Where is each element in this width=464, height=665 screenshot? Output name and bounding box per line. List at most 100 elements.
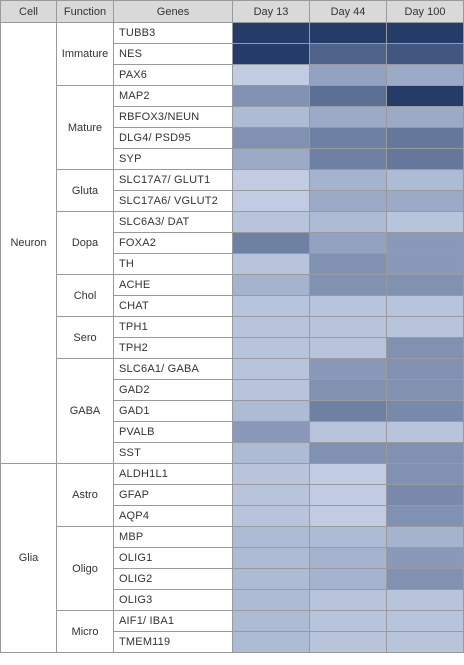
heatmap-cell (386, 43, 464, 65)
gene-label: TMEM119 (113, 631, 233, 653)
gene-label: OLIG2 (113, 568, 233, 590)
gene-label: SYP (113, 148, 233, 170)
table-row: Chol ACHE (1, 274, 464, 317)
heatmap-cell (232, 379, 310, 401)
heatmap-cell (309, 22, 387, 44)
function-label: Micro (56, 610, 114, 653)
function-label: Sero (56, 316, 114, 359)
heatmap-cell (309, 547, 387, 569)
heatmap-cell (232, 547, 310, 569)
heatmap-cell (386, 127, 464, 149)
heatmap-cell (386, 295, 464, 317)
heatmap-cell (386, 400, 464, 422)
gene-label: SLC6A3/ DAT (113, 211, 233, 233)
heatmap-cell (386, 148, 464, 170)
gene-label: AIF1/ IBA1 (113, 610, 233, 632)
heatmap-cell (386, 337, 464, 359)
function-label: GABA (56, 358, 114, 464)
heatmap-cell (232, 85, 310, 107)
heatmap-cell (386, 232, 464, 254)
heatmap-cell (386, 547, 464, 569)
heatmap-cell (386, 169, 464, 191)
table-row: PVALB (1, 421, 464, 443)
heatmap-cell (309, 568, 387, 590)
gene-label: OLIG1 (113, 547, 233, 569)
heatmap-cell (386, 610, 464, 632)
gene-label: OLIG3 (113, 589, 233, 611)
gene-label: PVALB (113, 421, 233, 443)
gene-label: CHAT (113, 295, 233, 317)
heatmap-cell (309, 505, 387, 527)
heatmap-cell (232, 568, 310, 590)
heatmap-cell (232, 421, 310, 443)
header-row: Cell Function Genes Day 13 Day 44 Day 10… (0, 0, 464, 23)
heatmap-cell (386, 253, 464, 275)
gene-label: MAP2 (113, 85, 233, 107)
heatmap-cell (232, 274, 310, 296)
heatmap-cell (386, 316, 464, 338)
heatmap-cell (386, 526, 464, 548)
function-label: Gluta (56, 169, 114, 212)
table-row: Oligo MBP (1, 526, 464, 611)
gene-label: ACHE (113, 274, 233, 296)
heatmap-cell (386, 190, 464, 212)
heatmap-cell (386, 379, 464, 401)
heatmap-cell (386, 463, 464, 485)
gene-label: MBP (113, 526, 233, 548)
function-label: Oligo (56, 526, 114, 611)
table-row: Micro AIF1/ IBA1 (1, 610, 464, 653)
heatmap-cell (309, 106, 387, 128)
heatmap-cell (309, 400, 387, 422)
function-label: Astro (56, 463, 114, 527)
heatmap-cell (232, 43, 310, 65)
heatmap-cell (232, 295, 310, 317)
table-row: GABA SLC6A1/ GABA (1, 358, 464, 464)
heatmap-cell (232, 190, 310, 212)
heatmap-cell (232, 463, 310, 485)
function-label: Immature (56, 22, 114, 86)
gene-label: FOXA2 (113, 232, 233, 254)
heatmap-cell (309, 64, 387, 86)
heatmap-cell (386, 589, 464, 611)
header-day-2: Day 100 (386, 0, 464, 23)
heatmap-cell (386, 358, 464, 380)
heatmap-cell (309, 316, 387, 338)
heatmap-cell (232, 64, 310, 86)
heatmap-body: Neuron Immature TUBB3 NES PAX6 Mature MAP2 RBFO… (0, 22, 464, 653)
heatmap-cell (309, 337, 387, 359)
gene-label: SLC17A6/ VGLUT2 (113, 190, 233, 212)
gene-label: ALDH1L1 (113, 463, 233, 485)
heatmap-cell (386, 274, 464, 296)
gene-label: PAX6 (113, 64, 233, 86)
heatmap-cell (232, 442, 310, 464)
table-row: TPH2 (1, 337, 464, 359)
heatmap-cell (309, 589, 387, 611)
heatmap-cell (309, 526, 387, 548)
heatmap-cell (232, 22, 310, 44)
heatmap-cell (232, 631, 310, 653)
heatmap-cell (309, 211, 387, 233)
gene-label: TUBB3 (113, 22, 233, 44)
heatmap-cell (309, 610, 387, 632)
heatmap-cell (386, 484, 464, 506)
heatmap-cell (232, 610, 310, 632)
heatmap-cell (386, 421, 464, 443)
heatmap-cell (232, 169, 310, 191)
heatmap-cell (386, 442, 464, 464)
heatmap-cell (232, 211, 310, 233)
table-row: Mature MAP2 (1, 85, 464, 170)
heatmap-cell (232, 127, 310, 149)
heatmap-cell (309, 463, 387, 485)
table-row: CHAT (1, 295, 464, 317)
heatmap-cell (232, 526, 310, 548)
heatmap-cell (309, 631, 387, 653)
heatmap-cell (309, 232, 387, 254)
heatmap-cell (309, 253, 387, 275)
heatmap-cell (309, 442, 387, 464)
gene-label: GAD1 (113, 400, 233, 422)
table-row: NES (1, 43, 464, 65)
function-label: Mature (56, 85, 114, 170)
table-row: SLC17A6/ VGLUT2 (1, 190, 464, 212)
